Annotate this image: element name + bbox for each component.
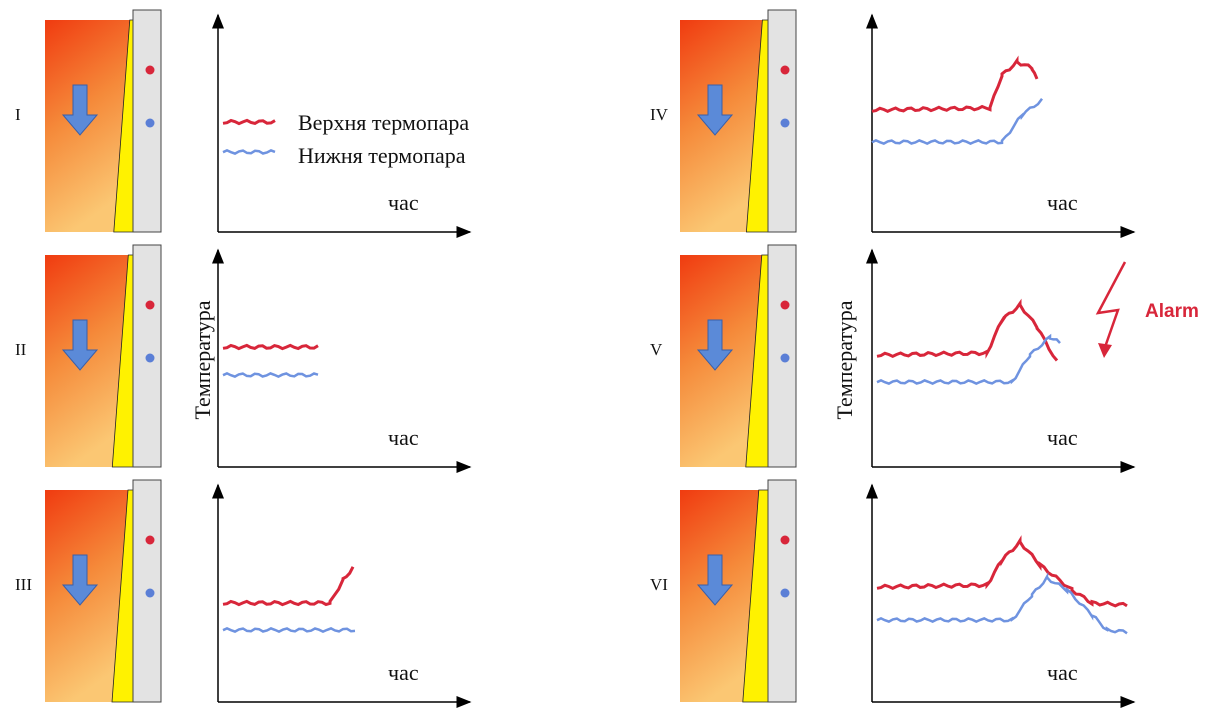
x-axis-label: час [1047, 190, 1078, 215]
upper-curve [876, 535, 1128, 608]
flow-arrow [61, 554, 99, 606]
upper-thermocouple [145, 535, 155, 545]
panel-numeral: VI [650, 575, 668, 594]
lower-curve [871, 97, 1044, 145]
x-axis-label: час [1047, 660, 1078, 685]
flow-arrow [696, 319, 734, 371]
panel-numeral: I [15, 105, 21, 124]
lower-thermocouple [145, 118, 155, 128]
alarm-arrowhead [1098, 343, 1112, 358]
x-axis-label: час [388, 190, 419, 215]
upper-curve [876, 298, 1059, 362]
flow-arrow [61, 84, 99, 136]
upper-thermocouple [145, 300, 155, 310]
upper-thermocouple [780, 535, 790, 545]
lower-curve [876, 333, 1061, 385]
upper-curve [222, 566, 355, 607]
lower-curve [222, 372, 319, 378]
panel: II час [15, 244, 472, 473]
lower-thermocouple [780, 353, 790, 363]
legend-lower: Нижня термопара [298, 143, 466, 168]
x-axis-label: час [388, 660, 419, 685]
upper-thermocouple [145, 65, 155, 75]
panel-numeral: IV [650, 105, 669, 124]
panel-numeral: II [15, 340, 27, 359]
upper-curve [222, 343, 319, 351]
lining [132, 479, 162, 703]
x-axis-label: час [388, 425, 419, 450]
panel: VI час [650, 479, 1136, 708]
flow-arrow [61, 319, 99, 371]
upper-thermocouple [780, 65, 790, 75]
upper-curve [871, 55, 1039, 113]
lower-thermocouple [780, 588, 790, 598]
y-axis-label: Температура [832, 300, 857, 419]
panel-numeral: V [650, 340, 663, 359]
panel: IV час [650, 9, 1136, 238]
y-axis-label: Температура [190, 300, 215, 419]
alarm-label: Alarm [1145, 301, 1199, 322]
lower-thermocouple [780, 118, 790, 128]
panel: III час [15, 479, 472, 708]
lower-thermocouple [145, 588, 155, 598]
panel-numeral: III [15, 575, 32, 594]
flow-arrow [696, 554, 734, 606]
upper-thermocouple [780, 300, 790, 310]
legend-upper-line [222, 118, 276, 126]
legend-upper: Верхня термопара [298, 110, 469, 135]
alarm-bolt [1095, 261, 1127, 351]
legend-lower-line [222, 149, 276, 155]
x-axis-label: час [1047, 425, 1078, 450]
lower-curve [222, 627, 356, 633]
lower-thermocouple [145, 353, 155, 363]
lower-curve [876, 571, 1128, 635]
flow-arrow [696, 84, 734, 136]
